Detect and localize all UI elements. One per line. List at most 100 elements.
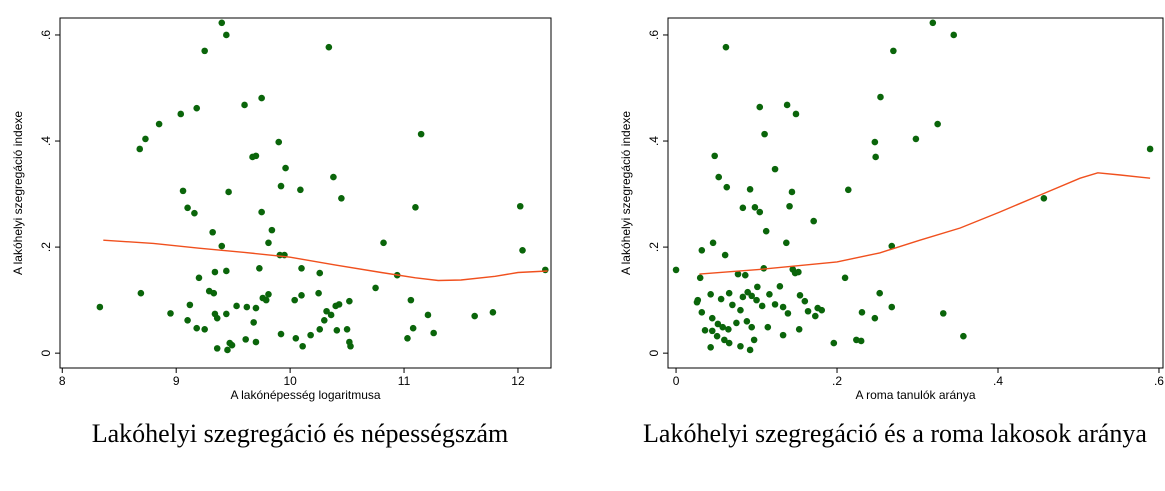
data-point (372, 284, 379, 292)
data-point (725, 325, 732, 333)
data-point (751, 204, 759, 211)
data-point (241, 101, 248, 109)
data-point (291, 296, 298, 304)
data-point (223, 31, 230, 39)
data-point (779, 303, 787, 311)
data-point (516, 202, 524, 210)
x-tick-label: 11 (398, 374, 411, 388)
data-point (262, 296, 270, 304)
data-point (333, 327, 341, 334)
data-point (771, 301, 779, 308)
data-point (876, 289, 883, 297)
data-point (226, 339, 234, 347)
data-point (211, 310, 219, 318)
data-point (1040, 195, 1048, 202)
data-point (722, 43, 730, 51)
data-point (715, 173, 723, 181)
data-point (737, 342, 744, 350)
x-axis-title: A roma tanulók aránya (855, 388, 975, 402)
data-point (779, 331, 787, 339)
data-point (725, 289, 733, 297)
y-axis-title: A lakóhelyi szegregáció indexe (619, 111, 633, 275)
data-point (252, 152, 260, 160)
x-tick-label: .2 (832, 374, 842, 388)
data-point (844, 186, 852, 194)
data-point (258, 94, 265, 102)
data-point (195, 274, 203, 282)
data-point (748, 292, 756, 300)
data-point (698, 309, 706, 316)
data-point (542, 266, 549, 274)
y-tick-label: .4 (39, 136, 53, 146)
data-point (233, 302, 240, 310)
data-point (762, 227, 770, 235)
data-point (753, 296, 760, 304)
data-point (750, 336, 758, 344)
data-point (858, 309, 866, 316)
data-point (96, 303, 104, 311)
data-point (265, 239, 272, 247)
data-point (242, 336, 249, 343)
data-point (407, 296, 415, 304)
data-point (888, 303, 896, 311)
data-point (330, 173, 337, 181)
data-point (325, 43, 333, 51)
data-point (184, 204, 191, 212)
data-point (877, 93, 884, 101)
y-tick-label: 0 (39, 349, 53, 356)
data-point (335, 301, 343, 308)
data-point (412, 204, 419, 211)
data-point (721, 251, 729, 259)
data-point (960, 332, 967, 340)
data-point (404, 335, 411, 342)
data-point (709, 239, 717, 247)
data-point (714, 320, 722, 328)
data-point (857, 337, 865, 345)
data-point (186, 301, 194, 309)
data-point (719, 323, 727, 331)
data-point (733, 319, 740, 327)
data-point (193, 324, 201, 332)
data-point (783, 101, 791, 109)
data-point (698, 246, 706, 254)
data-point (209, 228, 216, 236)
data-point (252, 304, 260, 312)
plot-frame (667, 17, 1164, 369)
data-point (223, 267, 230, 275)
data-point (792, 110, 800, 118)
fit-line (699, 172, 1151, 275)
data-point (136, 145, 144, 153)
data-point (327, 311, 335, 319)
data-point (177, 110, 185, 118)
data-point (346, 297, 353, 305)
data-point (725, 339, 733, 347)
x-tick-label: 9 (173, 374, 180, 388)
data-point (298, 265, 305, 272)
data-point (888, 242, 896, 250)
data-point (871, 314, 879, 322)
data-point (761, 130, 768, 138)
data-point (256, 265, 263, 272)
data-point (297, 186, 304, 194)
data-point (258, 208, 265, 216)
data-point (299, 342, 306, 350)
x-tick-label: 12 (511, 374, 525, 388)
data-point (298, 292, 305, 299)
data-point (213, 345, 221, 352)
data-point (754, 283, 761, 291)
data-point (739, 204, 747, 212)
data-point (934, 120, 941, 128)
data-point (218, 242, 226, 250)
data-point (711, 152, 718, 160)
data-point (804, 307, 812, 315)
data-point (929, 19, 937, 27)
data-point (723, 183, 731, 191)
data-point (748, 323, 756, 331)
chart-title: Lakóhelyi szegregáció és népességszám (91, 419, 509, 448)
x-tick-label: 10 (283, 374, 297, 388)
data-point (696, 274, 704, 282)
data-point (201, 47, 208, 55)
data-point (734, 270, 742, 278)
data-point (417, 130, 425, 138)
